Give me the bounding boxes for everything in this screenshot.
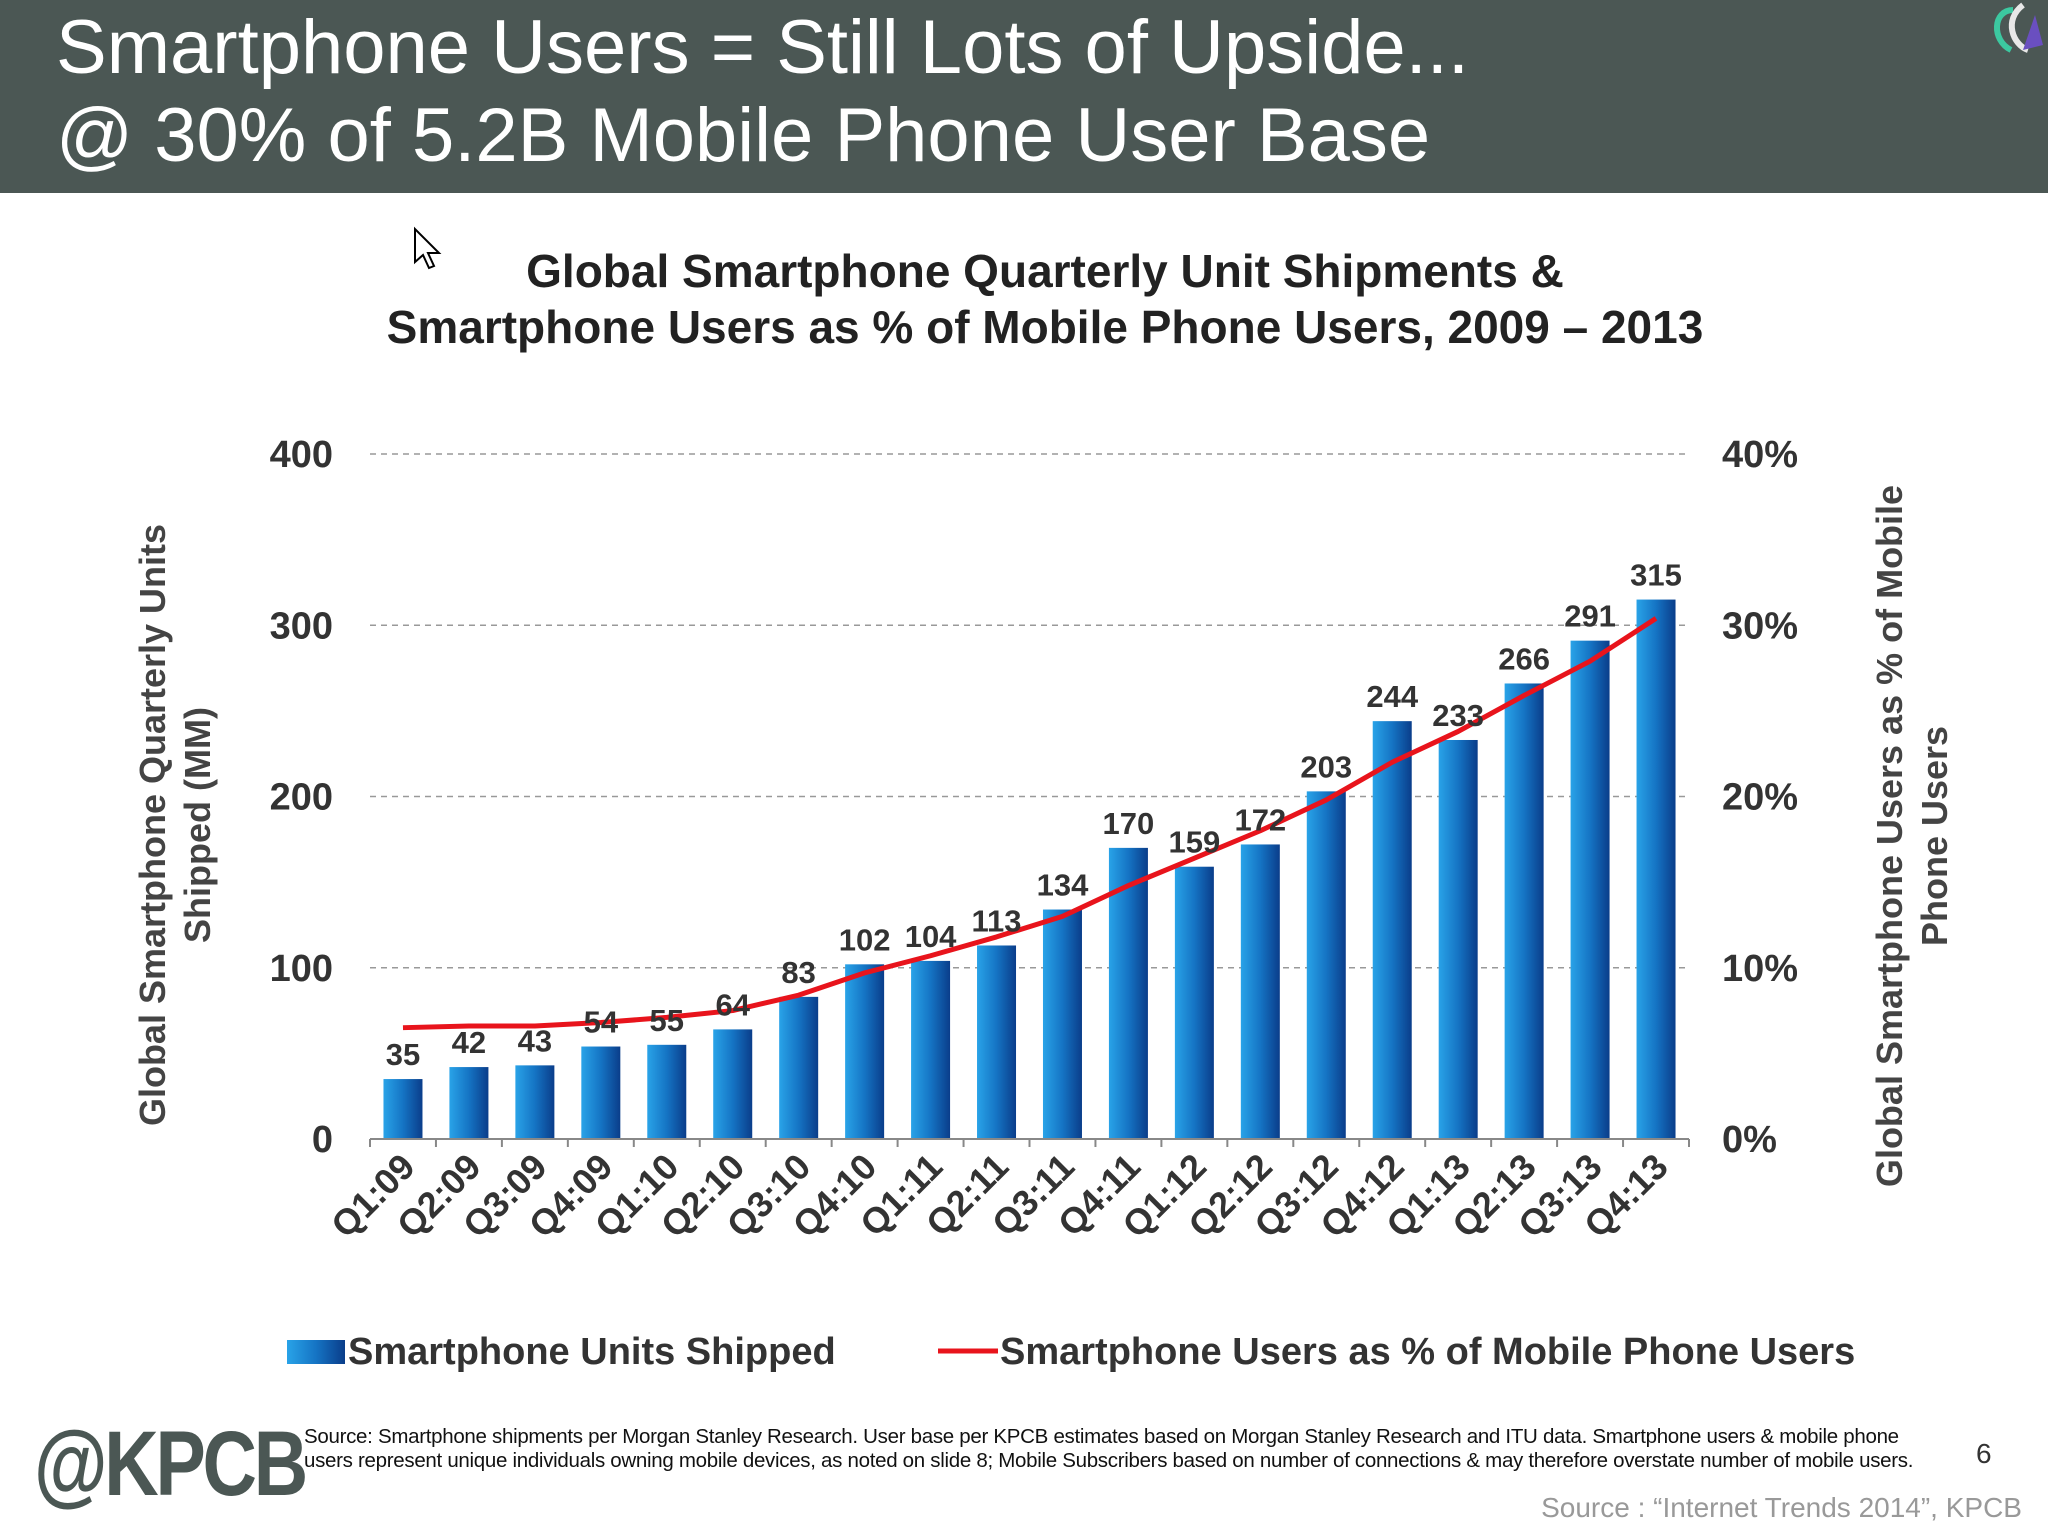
bar-value-label: 35 bbox=[386, 1037, 420, 1072]
bar-value-label: 233 bbox=[1432, 698, 1484, 733]
slide-header: Smartphone Users = Still Lots of Upside.… bbox=[0, 0, 2048, 193]
bar-value-label: 102 bbox=[839, 922, 891, 957]
y-tick-label: 100 bbox=[270, 948, 333, 990]
bar-value-label: 159 bbox=[1169, 825, 1221, 860]
bar bbox=[1108, 847, 1148, 1139]
bar-value-label: 83 bbox=[781, 955, 815, 990]
bar bbox=[1570, 640, 1610, 1139]
bar-value-label: 54 bbox=[584, 1005, 619, 1040]
y2-axis-label-line2: Phone Users bbox=[1914, 726, 1955, 946]
legend-line-label: Smartphone Users as % of Mobile Phone Us… bbox=[1000, 1331, 1855, 1373]
source-credit: Source : “Internet Trends 2014”, KPCB bbox=[1541, 1492, 2022, 1523]
y-tick-label: 400 bbox=[270, 434, 333, 476]
bar-value-label: 43 bbox=[518, 1023, 552, 1058]
bar bbox=[1372, 721, 1412, 1139]
bar bbox=[1240, 844, 1280, 1139]
bar-value-label: 203 bbox=[1300, 749, 1352, 784]
connector-logo-icon bbox=[1994, 2, 2043, 53]
legend-bar-label: Smartphone Units Shipped bbox=[348, 1331, 836, 1373]
bar-value-label: 134 bbox=[1037, 868, 1089, 903]
bar bbox=[1636, 599, 1676, 1139]
bar bbox=[1042, 909, 1082, 1139]
bar-value-label: 266 bbox=[1498, 641, 1550, 676]
slide-title-line2: @ 30% of 5.2B Mobile Phone User Base bbox=[56, 93, 1431, 178]
bar-value-label: 42 bbox=[452, 1025, 486, 1060]
users-pct-line bbox=[402, 616, 1658, 1031]
bar bbox=[1504, 683, 1544, 1139]
y-tick-label: 200 bbox=[270, 777, 333, 819]
bar bbox=[1438, 739, 1478, 1139]
bar-value-label: 315 bbox=[1630, 558, 1682, 593]
bar-value-label: 64 bbox=[715, 987, 750, 1022]
y-axis-label-line2: Shipped (MM) bbox=[177, 707, 218, 943]
chart: Global Smartphone Quarterly Unit Shipmen… bbox=[132, 226, 1955, 1373]
y-axis-label-line1: Global Smartphone Quarterly Units bbox=[132, 524, 173, 1126]
y2-tick-label: 30% bbox=[1722, 605, 1798, 647]
bar-value-label: 172 bbox=[1234, 802, 1286, 837]
legend-bar-swatch bbox=[287, 1340, 345, 1364]
bar bbox=[845, 964, 885, 1139]
bar bbox=[1306, 791, 1346, 1139]
bar bbox=[1174, 866, 1214, 1139]
y2-tick-label: 0% bbox=[1722, 1119, 1777, 1161]
y2-tick-label: 10% bbox=[1722, 948, 1798, 990]
bar bbox=[515, 1065, 555, 1139]
bar-value-label: 170 bbox=[1103, 806, 1155, 841]
bar bbox=[581, 1046, 621, 1139]
bar bbox=[977, 945, 1017, 1139]
bar-value-label: 291 bbox=[1564, 599, 1616, 634]
footnote: Source: Smartphone shipments per Morgan … bbox=[304, 1425, 1914, 1472]
bar bbox=[779, 996, 819, 1139]
bar-value-label: 55 bbox=[650, 1003, 684, 1038]
bar-value-label: 244 bbox=[1366, 679, 1418, 714]
mouse-cursor-icon bbox=[414, 226, 442, 270]
y2-tick-label: 40% bbox=[1722, 434, 1798, 476]
y2-axis-label-line1: Global Smartphone Users as % of Mobile bbox=[1869, 485, 1910, 1187]
slide-title-line1: Smartphone Users = Still Lots of Upside.… bbox=[56, 5, 1469, 90]
bar bbox=[383, 1079, 423, 1139]
bar-value-label: 104 bbox=[905, 919, 957, 954]
chart-title-line1: Global Smartphone Quarterly Unit Shipmen… bbox=[526, 245, 1564, 297]
bar bbox=[911, 960, 951, 1139]
bar-value-label: 113 bbox=[972, 903, 1022, 938]
y-tick-label: 0 bbox=[312, 1119, 333, 1161]
page-number: 6 bbox=[1976, 1438, 1992, 1469]
bar bbox=[713, 1029, 753, 1139]
kpcb-logo: @KPCB bbox=[34, 1413, 308, 1515]
bar bbox=[449, 1067, 489, 1139]
y2-tick-label: 20% bbox=[1722, 777, 1798, 819]
chart-title-line2: Smartphone Users as % of Mobile Phone Us… bbox=[387, 301, 1704, 353]
bar bbox=[647, 1044, 687, 1139]
y-tick-label: 300 bbox=[270, 605, 333, 647]
